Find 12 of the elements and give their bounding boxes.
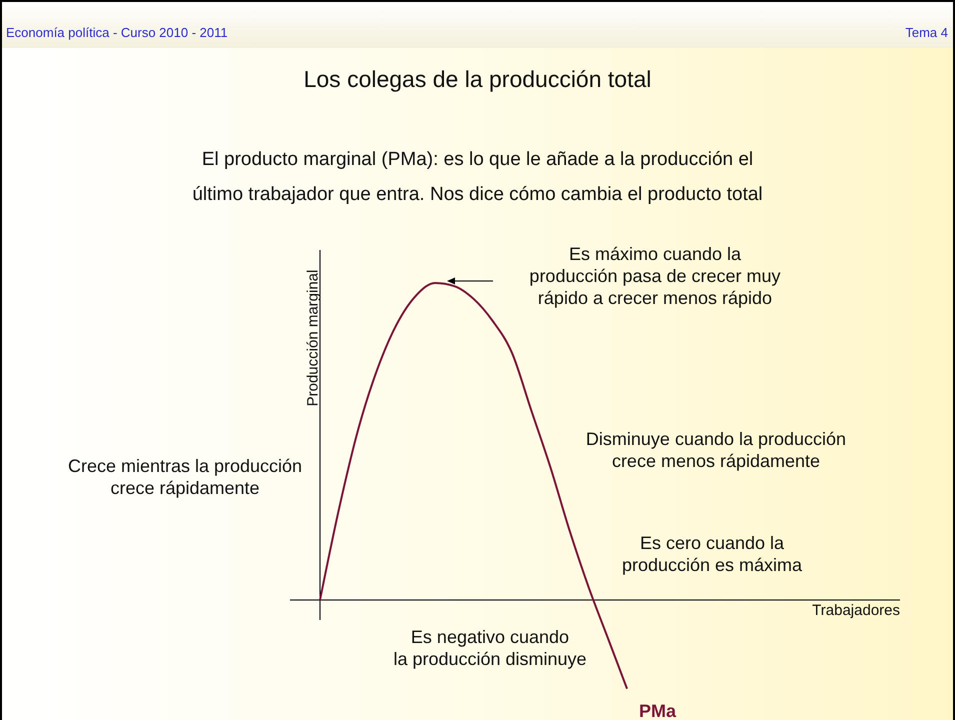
annotation: Es máximo cuando la producción pasa de crecer muy rápido a crecer menos rápido [529, 243, 781, 309]
text: Tema 4 [905, 24, 948, 42]
chart-title: Los colegas de la producción total [302, 66, 652, 93]
annotation: Es cero cuando la producción es máxima [622, 532, 802, 576]
annotation: Es negativo cuando la producción disminuye [393, 626, 587, 670]
series-label: PMa [639, 700, 676, 720]
text: Crece mientras la producción crece rápidamente [68, 455, 302, 499]
chart-subtitle: El producto marginal (PMa): es lo que le añade a la producción el último trabajador que entra. Nos dice cómo cambia el producto total [191, 148, 764, 207]
y-axis-title: Producción marginal [304, 270, 322, 406]
text: Trabajadores [812, 601, 900, 621]
text: Economía política - Curso 2010 - 2011 [6, 24, 228, 42]
annotation: Disminuye cuando la producción crece menos rápidamente [586, 428, 846, 472]
